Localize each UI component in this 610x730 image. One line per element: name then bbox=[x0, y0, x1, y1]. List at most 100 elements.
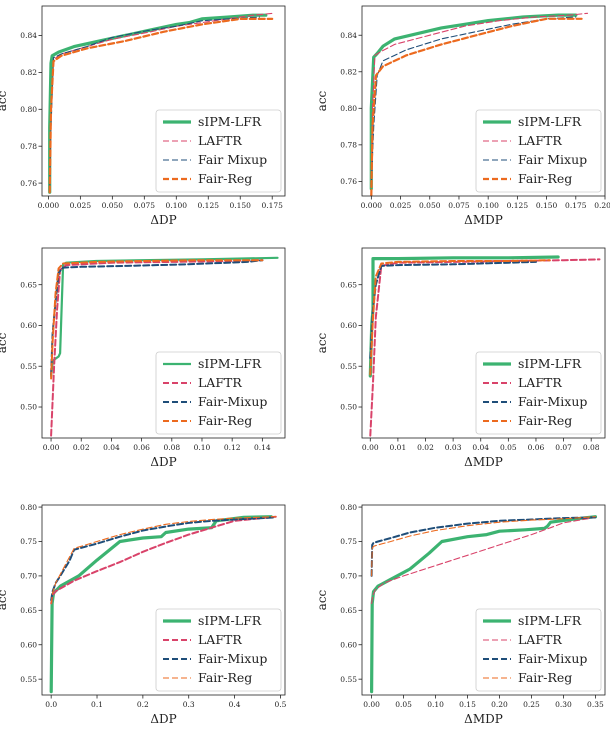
x-tick-label: 0.025 bbox=[390, 201, 412, 210]
legend-label: sIPM-LFR bbox=[518, 356, 582, 371]
y-tick-label: 0.76 bbox=[340, 177, 357, 186]
axes-frame bbox=[41, 247, 286, 439]
x-tick-label: 0.02 bbox=[417, 443, 434, 452]
y-tick-label: 0.65 bbox=[340, 280, 357, 289]
x-tick-label: 0.100 bbox=[477, 201, 499, 210]
x-tick-label: 0.5 bbox=[274, 700, 286, 709]
x-tick-label: 0.000 bbox=[361, 201, 383, 210]
x-tick-label: 0.00 bbox=[43, 443, 60, 452]
x-axis-label: ΔDP bbox=[150, 712, 176, 726]
series-line-2 bbox=[50, 259, 264, 437]
x-axis-label: ΔMDP bbox=[464, 455, 503, 469]
axes-frame bbox=[361, 5, 606, 197]
y-tick-label: 0.60 bbox=[20, 640, 37, 649]
x-tick-label: 0.1 bbox=[91, 700, 103, 709]
x-tick-label: 0.4 bbox=[229, 700, 241, 709]
x-tick-label: 0.150 bbox=[536, 201, 558, 210]
chart-panel-1: 0.000 0.025 0.050 0.075 0.100 0.125 0.150 0.175… bbox=[0, 5, 286, 227]
legend-box bbox=[475, 109, 602, 193]
legend-label: Fair-Reg bbox=[518, 670, 572, 685]
series-line-2 bbox=[49, 12, 273, 184]
x-tick-label: 0.04 bbox=[103, 443, 120, 452]
y-tick-label: 0.60 bbox=[20, 321, 37, 330]
x-tick-label: 0.025 bbox=[70, 201, 92, 210]
series-line-3 bbox=[370, 16, 577, 186]
x-axis-label: ΔMDP bbox=[464, 213, 503, 227]
legend-label: sIPM-LFR bbox=[518, 114, 582, 129]
x-tick-label: 0.050 bbox=[102, 201, 124, 210]
legend: sIPM-LFR LAFTR Fair Mixup Fair-Reg bbox=[475, 109, 602, 193]
y-tick-label: 0.65 bbox=[20, 606, 37, 615]
y-tick-label: 0.50 bbox=[20, 403, 37, 412]
series-line-3 bbox=[370, 516, 597, 577]
series-line-4 bbox=[371, 516, 596, 577]
y-tick-label: 0.80 bbox=[340, 104, 357, 113]
y-tick-label: 0.80 bbox=[20, 503, 37, 512]
plot-area bbox=[369, 12, 589, 196]
legend-label: sIPM-LFR bbox=[198, 356, 262, 371]
x-tick-label: 0.02 bbox=[73, 443, 90, 452]
series-line-4 bbox=[369, 259, 551, 376]
legend-box bbox=[155, 608, 282, 692]
y-tick-label: 0.75 bbox=[20, 537, 37, 546]
series-line-4 bbox=[48, 17, 274, 194]
x-tick-label: 0.050 bbox=[419, 201, 441, 210]
legend: sIPM-LFR LAFTR Fair-Mixup Fair-Reg bbox=[155, 608, 282, 692]
legend-box bbox=[155, 351, 282, 435]
x-tick-label: 0.07 bbox=[555, 443, 572, 452]
plot-area bbox=[368, 255, 601, 437]
y-axis-label: acc bbox=[315, 332, 329, 353]
x-tick-label: 0.175 bbox=[261, 201, 283, 210]
legend-label: sIPM-LFR bbox=[518, 613, 582, 628]
y-tick-label: 0.60 bbox=[340, 640, 357, 649]
x-tick-label: 0.20 bbox=[491, 700, 508, 709]
chart-panel-2: 0.000 0.025 0.050 0.075 0.100 0.125 0.150 0.175… bbox=[315, 5, 610, 227]
axes-frame bbox=[361, 504, 606, 696]
series-line-2 bbox=[370, 12, 589, 182]
y-tick-label: 0.76 bbox=[20, 179, 37, 188]
x-tick-label: 0.08 bbox=[583, 443, 600, 452]
legend-label: Fair Mixup bbox=[198, 152, 267, 167]
x-tick-label: 0.125 bbox=[198, 201, 220, 210]
x-tick-label: 0.3 bbox=[183, 700, 195, 709]
x-tick-label: 0.35 bbox=[587, 700, 604, 709]
x-tick-label: 0.0 bbox=[45, 700, 57, 709]
x-tick-label: 0.10 bbox=[427, 700, 444, 709]
x-tick-label: 0.000 bbox=[38, 201, 60, 210]
series-line-2 bbox=[371, 516, 596, 604]
y-tick-label: 0.75 bbox=[340, 537, 357, 546]
x-tick-label: 0.125 bbox=[507, 201, 529, 210]
x-tick-label: 0.100 bbox=[166, 201, 188, 210]
legend-label: LAFTR bbox=[198, 133, 242, 148]
legend-label: LAFTR bbox=[518, 133, 562, 148]
x-tick-label: 0.00 bbox=[362, 443, 379, 452]
y-axis-label: acc bbox=[0, 589, 9, 610]
plot-area bbox=[49, 256, 279, 437]
legend-label: LAFTR bbox=[198, 375, 242, 390]
x-tick-label: 0.00 bbox=[363, 700, 380, 709]
legend-label: sIPM-LFR bbox=[198, 114, 262, 129]
legend-label: Fair-Mixup bbox=[198, 394, 267, 409]
x-axis-label: ΔDP bbox=[150, 213, 176, 227]
x-tick-label: 0.01 bbox=[390, 443, 407, 452]
y-tick-label: 0.70 bbox=[340, 572, 357, 581]
legend-label: Fair-Mixup bbox=[198, 651, 267, 666]
legend: sIPM-LFR LAFTR Fair-Mixup Fair-Reg bbox=[475, 608, 602, 692]
x-tick-label: 0.12 bbox=[224, 443, 241, 452]
x-tick-label: 0.30 bbox=[555, 700, 572, 709]
axes-frame bbox=[41, 5, 286, 197]
x-axis-label: ΔDP bbox=[150, 455, 176, 469]
y-tick-label: 0.65 bbox=[20, 280, 37, 289]
x-tick-label: 0.05 bbox=[395, 700, 412, 709]
legend-label: Fair-Reg bbox=[198, 413, 252, 428]
y-axis-label: acc bbox=[315, 589, 329, 610]
x-tick-label: 0.2 bbox=[137, 700, 149, 709]
y-tick-label: 0.55 bbox=[340, 675, 357, 684]
y-tick-label: 0.50 bbox=[340, 403, 357, 412]
y-tick-label: 0.60 bbox=[340, 321, 357, 330]
series-line-4 bbox=[50, 516, 277, 604]
legend-label: LAFTR bbox=[518, 632, 562, 647]
chart-panel-3: 0.00 0.02 0.04 0.06 0.08 0.10 0.12 0.14 0.50 0.55… bbox=[0, 247, 286, 469]
x-tick-label: 0.10 bbox=[194, 443, 211, 452]
